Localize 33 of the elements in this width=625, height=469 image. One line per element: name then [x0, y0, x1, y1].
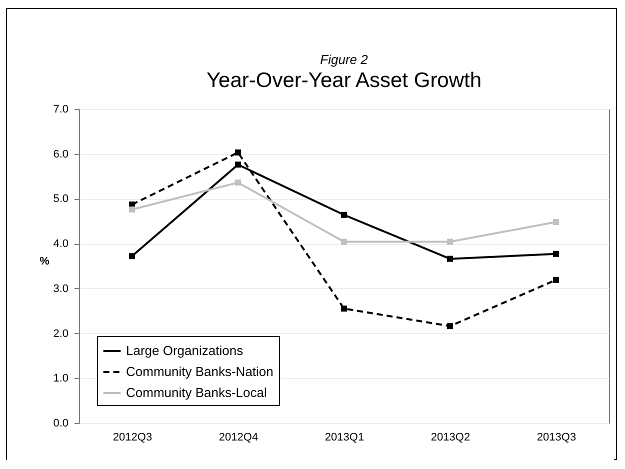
point	[235, 162, 241, 168]
legend-label: Large Organizations	[126, 343, 244, 358]
legend-label: Community Banks-Nation	[126, 364, 274, 379]
y-tick-label: 7.0	[53, 104, 68, 116]
y-tick-label: 6.0	[53, 148, 68, 160]
y-tick-label: 3.0	[53, 282, 68, 295]
y-tick-label: 4.0	[53, 238, 68, 250]
point	[447, 323, 453, 330]
point	[235, 150, 241, 156]
point	[341, 306, 347, 312]
point	[129, 253, 135, 260]
chart-title: Year-Over-Year Asset Growth	[206, 69, 482, 92]
x-tick-label: 2012Q4	[218, 432, 258, 444]
y-tick-label: 0.0	[53, 418, 68, 430]
legend-label: Community Banks-Local	[126, 385, 267, 400]
point	[447, 238, 453, 245]
x-tick-label: 2013Q2	[430, 432, 470, 444]
point	[553, 250, 559, 257]
point	[553, 276, 559, 283]
y-tick-label: 2.0	[53, 328, 68, 340]
x-tick-label: 2013Q3	[536, 432, 576, 444]
y-axis-title: %	[40, 256, 50, 268]
x-tick-label: 2012Q3	[112, 432, 152, 444]
point	[129, 206, 135, 212]
y-tick-label: 1.0	[53, 372, 68, 385]
point	[553, 219, 559, 226]
point	[235, 180, 241, 186]
point	[341, 212, 347, 218]
chart-subtitle: Figure 2	[320, 52, 369, 67]
point	[447, 256, 453, 262]
x-tick-label: 2013Q1	[324, 432, 364, 444]
y-tick-label: 5.0	[53, 193, 68, 206]
point	[341, 238, 347, 245]
